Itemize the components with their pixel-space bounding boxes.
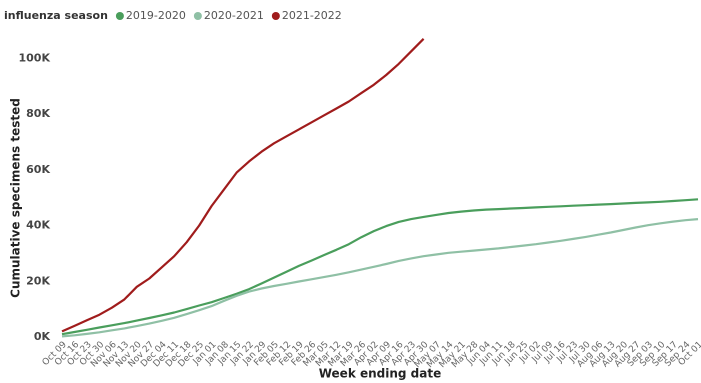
series-line	[61, 218, 699, 338]
series-line	[61, 198, 699, 336]
y-tick-label: 0K	[34, 330, 51, 343]
x-axis-title: Week ending date	[319, 367, 442, 381]
y-tick-label: 20K	[26, 274, 50, 287]
y-axis-title: Cumulative specimens tested	[9, 98, 23, 298]
legend-marker	[115, 12, 124, 20]
legend: influenza season 2019-2020 2020-2021 2021-…	[4, 9, 342, 22]
legend-label: 2019-2020	[126, 9, 186, 22]
y-tick-label: 100K	[19, 51, 51, 64]
legend-marker	[271, 12, 280, 20]
y-tick-label: 60K	[26, 163, 50, 176]
legend-title: influenza season	[4, 9, 108, 22]
legend-label: 2021-2022	[282, 9, 342, 22]
legend-label: 2020-2021	[204, 9, 264, 22]
y-tick-label: 80K	[26, 107, 50, 120]
legend-marker	[193, 12, 202, 20]
series-line	[61, 38, 425, 333]
y-tick-label: 40K	[26, 219, 50, 232]
